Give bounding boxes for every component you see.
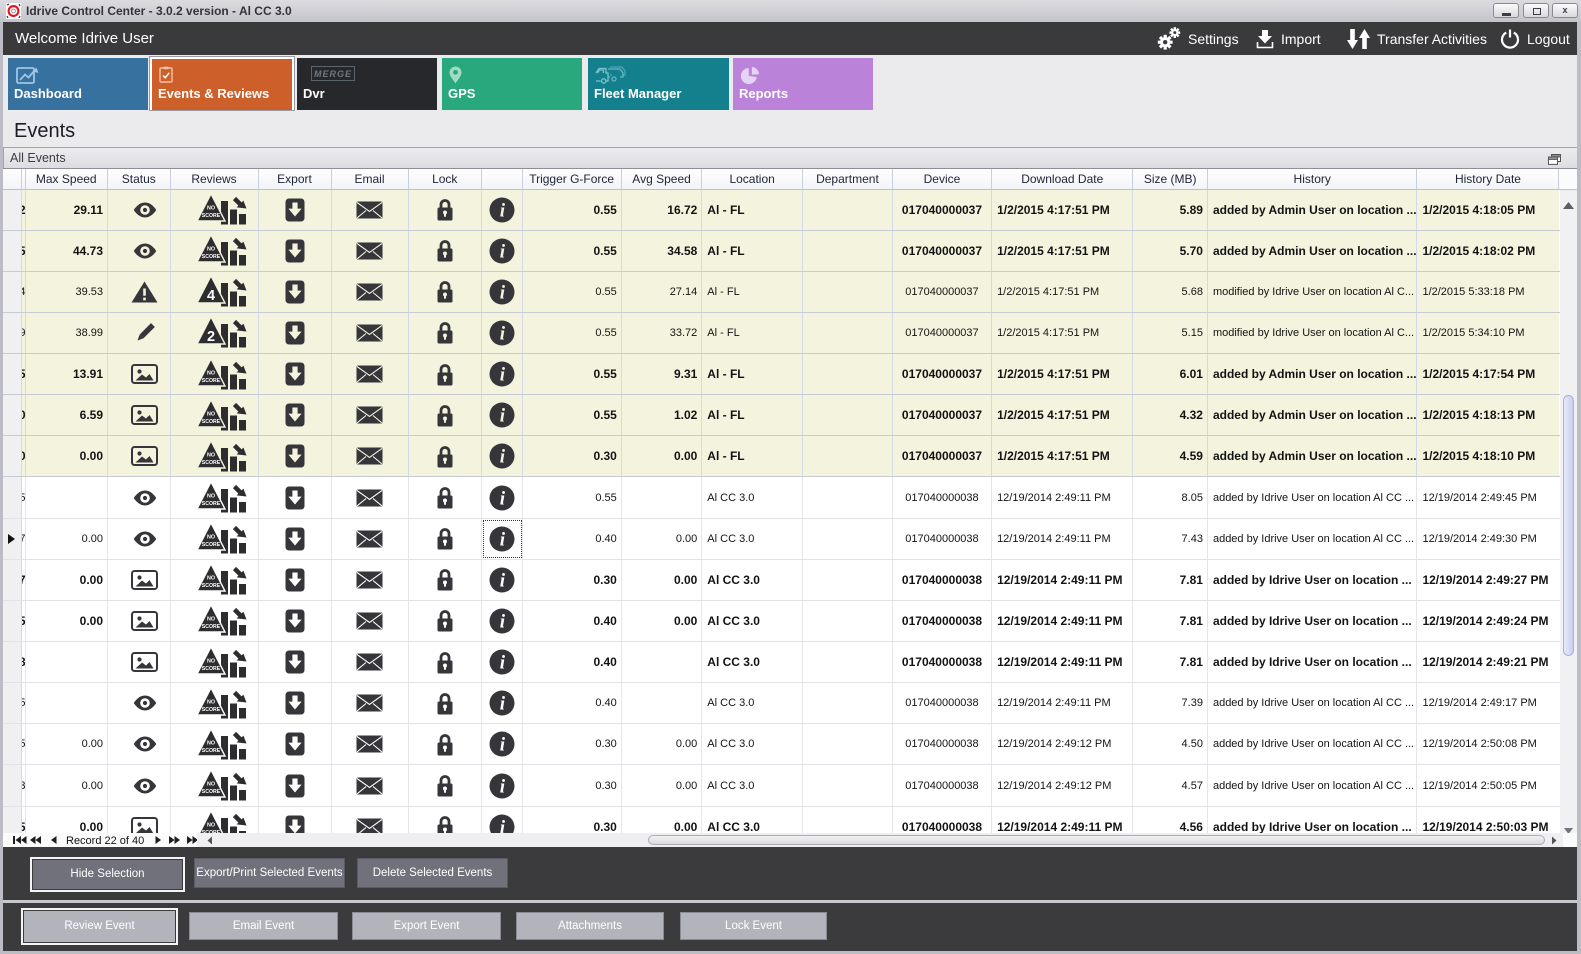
svg-text:i: i [500,694,506,715]
svg-text:NO: NO [206,206,214,212]
svg-text:i: i [500,323,506,344]
svg-text:NO: NO [206,576,214,582]
svg-text:i: i [500,611,506,632]
svg-text:i: i [500,488,506,509]
svg-text:SCORE: SCORE [201,830,220,833]
svg-text:NO: NO [206,699,214,705]
svg-text:i: i [500,653,506,674]
svg-text:SCORE: SCORE [201,542,220,548]
svg-text:4: 4 [206,288,214,304]
svg-text:i: i [500,241,506,262]
svg-text:SCORE: SCORE [201,707,220,713]
svg-text:SCORE: SCORE [201,213,220,219]
svg-text:i: i [500,200,506,221]
svg-text:SCORE: SCORE [201,584,220,590]
svg-text:NO: NO [206,535,214,541]
svg-text:NO: NO [206,453,214,459]
svg-text:i: i [500,570,506,591]
svg-text:SCORE: SCORE [201,501,220,507]
svg-text:NO: NO [206,411,214,417]
svg-text:NO: NO [206,823,214,829]
svg-text:i: i [500,817,506,833]
svg-text:SCORE: SCORE [201,625,220,631]
svg-text:NO: NO [206,247,214,253]
svg-text:i: i [500,406,506,427]
svg-text:i: i [500,447,506,468]
svg-text:2: 2 [206,329,214,345]
svg-text:SCORE: SCORE [201,748,220,754]
svg-text:i: i [500,735,506,756]
svg-text:SCORE: SCORE [201,419,220,425]
svg-text:NO: NO [206,658,214,664]
svg-text:i: i [500,529,506,550]
svg-text:SCORE: SCORE [201,254,220,260]
svg-text:i: i [500,776,506,797]
svg-text:NO: NO [206,740,214,746]
svg-text:i: i [500,365,506,386]
svg-text:SCORE: SCORE [201,789,220,795]
svg-text:i: i [500,282,506,303]
svg-text:NO: NO [206,370,214,376]
svg-text:NO: NO [206,494,214,500]
svg-text:NO: NO [206,617,214,623]
svg-text:NO: NO [206,782,214,788]
svg-text:SCORE: SCORE [201,378,220,384]
svg-text:SCORE: SCORE [201,666,220,672]
svg-text:SCORE: SCORE [201,460,220,466]
